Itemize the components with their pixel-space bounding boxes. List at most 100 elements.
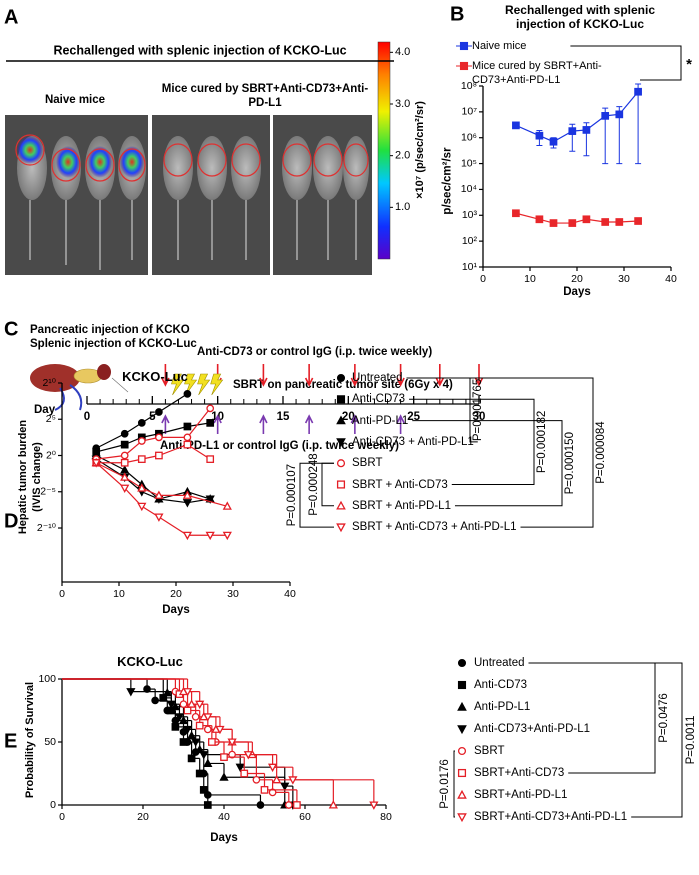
km-event <box>182 725 193 735</box>
anti-pdl1-dose <box>259 414 268 434</box>
p-value: P=0.0476 <box>658 693 670 743</box>
km-event <box>179 738 188 746</box>
data-point <box>155 408 163 416</box>
anti-cd73-dose <box>350 364 360 387</box>
km-event <box>207 738 216 746</box>
data-point <box>182 499 193 508</box>
series-line <box>95 458 211 504</box>
x-tick-label: 30 <box>227 588 239 600</box>
km-event <box>183 706 192 715</box>
data-point <box>137 455 146 463</box>
legend-entry: SBRT+Anti-PD-L1 <box>474 789 568 801</box>
km-event <box>162 687 172 697</box>
anti-cd73-dose <box>259 364 268 387</box>
km-event <box>166 700 176 710</box>
y-axis-label: Probability of Survival <box>24 681 36 799</box>
data-point <box>120 440 129 449</box>
anti-pdl1-dose <box>161 414 170 434</box>
anti-cd73-dose <box>435 364 445 387</box>
data-point <box>206 419 215 427</box>
significance-bracket <box>299 462 334 528</box>
naive-label: Naive mice <box>45 94 105 106</box>
km-event <box>272 774 282 784</box>
x-tick-label: 0 <box>480 273 486 285</box>
legend-marker <box>457 658 467 668</box>
y-tick-label: 10⁴ <box>461 183 477 195</box>
significance-bracket <box>528 662 683 818</box>
km-event <box>328 800 338 809</box>
km-event <box>293 801 301 809</box>
panel-label: D <box>4 510 18 532</box>
data-point <box>183 440 192 449</box>
data-point <box>634 87 642 96</box>
p-value: P=0.0176 <box>439 759 451 809</box>
sbrt-fraction <box>210 373 224 396</box>
anti-cd73-dose <box>304 364 314 387</box>
data-point <box>183 422 192 431</box>
km-event <box>260 786 269 794</box>
organ-illustration <box>30 364 129 411</box>
legend-entry: Anti-PD-L1 <box>352 414 409 427</box>
p-value: P=0.000084 <box>595 421 607 484</box>
km-event <box>143 685 151 693</box>
km-event <box>186 699 197 708</box>
km-event <box>235 763 245 773</box>
km-event <box>228 750 236 759</box>
y-axis-label: p/sec/cm²/sr <box>441 147 454 215</box>
data-point <box>582 126 591 134</box>
legend-marker <box>457 746 467 756</box>
legend-marker <box>457 768 467 778</box>
data-point <box>154 513 164 522</box>
legend-entry: Untreated <box>474 657 525 669</box>
data-point <box>183 433 192 442</box>
timeline-tick-label: 20 <box>342 411 355 423</box>
legend-marker <box>457 701 467 711</box>
protocol-text: Pancreatic injection of KCKO <box>30 324 190 336</box>
legend-entry: SBRT+Anti-CD73+Anti-PD-L1 <box>474 811 628 823</box>
km-event <box>369 801 379 810</box>
p-value: P=0.001765 <box>472 379 484 441</box>
x-tick-label: 40 <box>665 273 677 285</box>
km-event <box>215 725 225 735</box>
timeline-tick-label: 0 <box>84 411 90 423</box>
y-tick-label: 50 <box>44 736 56 748</box>
data-point <box>568 127 577 135</box>
panel-label: E <box>4 730 17 752</box>
sbrt-fraction <box>184 373 198 396</box>
p-value: P=0.000248 <box>308 453 320 515</box>
data-point <box>120 465 130 474</box>
panel-a-title: Rechallenged with splenic injection of K… <box>53 43 346 57</box>
km-event <box>199 751 209 760</box>
data-point <box>582 215 591 224</box>
km-event <box>268 788 277 797</box>
legend-entry: Anti-PD-L1 <box>474 701 531 713</box>
data-point <box>222 501 232 510</box>
panel-label: B <box>450 3 464 25</box>
timeline-tick-label: 25 <box>407 411 420 423</box>
legend-entry: Mice cured by SBRT+Anti-CD73+Anti-PD-L1 <box>472 60 602 86</box>
km-event <box>170 701 181 711</box>
data-point <box>137 419 146 427</box>
legend-entry: SBRT <box>352 457 383 470</box>
legend-marker <box>336 415 346 425</box>
y-tick-label: 10⁷ <box>462 106 478 118</box>
data-point <box>512 209 520 218</box>
y-tick-label: 10³ <box>462 209 478 221</box>
data-point <box>615 110 624 119</box>
y-axis-label: Hepatic tumor burden (IVIS change) <box>17 419 43 535</box>
legend-marker <box>336 459 346 468</box>
data-point <box>182 490 193 499</box>
km-event <box>284 801 293 809</box>
significance-bracket <box>528 662 656 774</box>
km-event <box>174 713 185 722</box>
km-event <box>182 688 193 697</box>
significance-bracket <box>412 420 563 507</box>
series-line <box>95 462 228 507</box>
legend-marker <box>457 725 467 735</box>
data-point <box>601 112 610 120</box>
km-event <box>203 801 212 809</box>
anti-cd73-label: Anti-CD73 or control IgG (i.p. twice wee… <box>197 346 432 358</box>
x-tick-label: 20 <box>170 588 182 600</box>
significance-bracket <box>406 377 594 528</box>
